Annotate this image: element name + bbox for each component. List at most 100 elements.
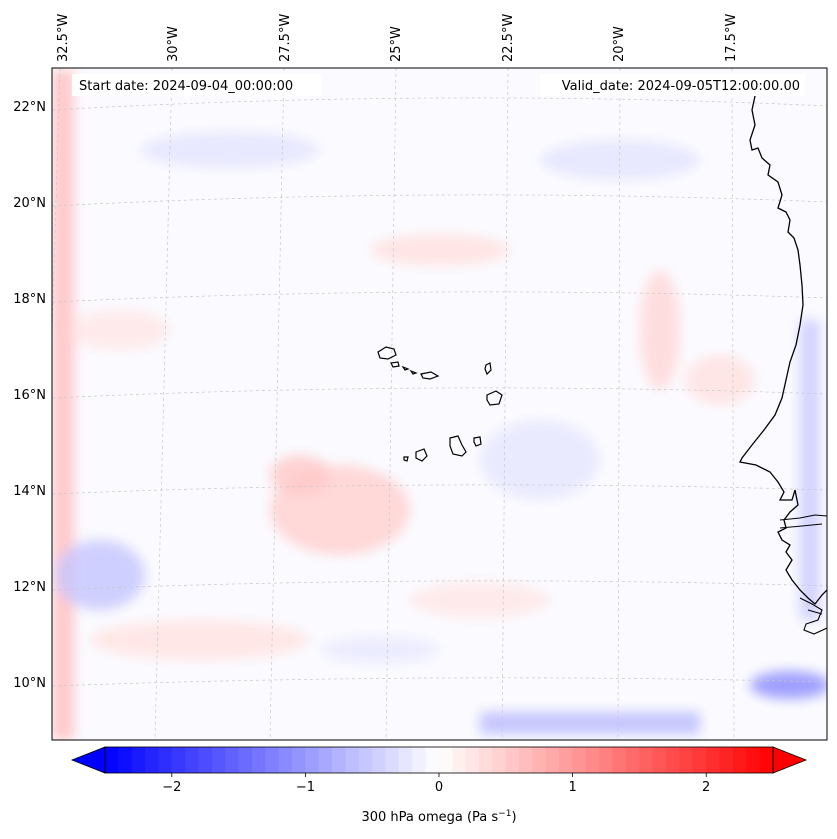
colorbar-cell — [105, 747, 119, 773]
colorbar-cell — [425, 747, 440, 773]
map-panel: Start date: 2024-09-04_00:00:00 Valid_da… — [52, 68, 827, 740]
colorbar-cell — [692, 747, 707, 773]
colorbar-cells — [105, 747, 774, 773]
colorbar-cell — [171, 747, 186, 773]
lon-label: 30°W — [166, 26, 181, 62]
colorbar-cell — [519, 747, 534, 773]
colorbar-cell — [732, 747, 747, 773]
colorbar: −2 −1 0 1 2 300 hPa omega (Pa s−1) — [70, 746, 808, 825]
colorbar-cell — [706, 747, 721, 773]
colorbar-cell — [278, 747, 293, 773]
graticule — [52, 68, 827, 740]
colorbar-cell — [265, 747, 280, 773]
colorbar-cell — [559, 747, 574, 773]
colorbar-cell — [639, 747, 654, 773]
island-sao-nicolau — [420, 371, 440, 380]
island-fogo — [415, 448, 428, 462]
lon-label: 17.5°W — [724, 14, 739, 62]
colorbar-cell — [599, 747, 614, 773]
lat-label: 16°N — [13, 388, 46, 403]
island-maio — [473, 436, 482, 447]
island-santo-antao — [377, 346, 397, 360]
lat-label: 10°N — [13, 676, 46, 691]
lon-label: 25°W — [389, 26, 404, 62]
colorbar-cell — [719, 747, 734, 773]
colorbar-cell — [185, 747, 200, 773]
omega-field — [52, 70, 827, 740]
valid-date-label: Valid_date: 2024-09-05T12:00:00.00 — [562, 79, 800, 94]
island-sal — [484, 362, 492, 376]
colorbar-tick-label: −1 — [296, 780, 315, 795]
island-santiago — [449, 435, 467, 457]
colorbar-cell — [545, 747, 560, 773]
lon-label: 27.5°W — [278, 14, 293, 62]
start-date-box — [72, 74, 322, 96]
colorbar-tick-label: −2 — [162, 780, 181, 795]
lat-label: 20°N — [13, 196, 46, 211]
map-frame — [51, 67, 828, 741]
colorbar-cell — [158, 747, 173, 773]
colorbar-cell — [292, 747, 306, 773]
lon-label: 22.5°W — [501, 14, 516, 62]
colorbar-cell — [452, 747, 467, 773]
colorbar-cell — [358, 747, 373, 773]
colorbar-extend-max — [772, 746, 808, 774]
lon-label: 32.5°W — [56, 14, 71, 62]
colorbar-cell — [211, 747, 226, 773]
island-branco — [409, 369, 418, 375]
colorbar-cell — [198, 747, 213, 773]
island-santa-luzia — [401, 365, 410, 371]
colorbar-cell — [505, 747, 520, 773]
colorbar-extend-min — [70, 746, 106, 774]
colorbar-cell — [118, 747, 133, 773]
island-boa-vista — [486, 390, 503, 406]
lat-label: 14°N — [13, 484, 46, 499]
colorbar-cell — [679, 747, 694, 773]
lat-label: 18°N — [13, 292, 46, 307]
colorbar-cell — [572, 747, 587, 773]
lat-label: 12°N — [13, 580, 46, 595]
colorbar-cell — [305, 747, 320, 773]
colorbar-cell — [465, 747, 480, 773]
colorbar-cell — [746, 747, 761, 773]
colorbar-cell — [759, 747, 774, 773]
cape-verde-islands — [377, 346, 503, 462]
latitude-labels: 22°N 20°N 18°N 16°N 14°N 12°N 10°N — [13, 100, 46, 691]
colorbar-ticks: −2 −1 0 1 2 — [162, 773, 710, 795]
start-date-label: Start date: 2024-09-04_00:00:00 — [79, 79, 293, 94]
colorbar-cell — [585, 747, 600, 773]
colorbar-cell — [412, 747, 427, 773]
colorbar-cell — [131, 747, 146, 773]
colorbar-label: 300 hPa omega (Pa s−1) — [361, 809, 516, 825]
colorbar-cell — [251, 747, 266, 773]
island-sao-vicente — [390, 361, 400, 368]
valid-date-box — [540, 74, 805, 96]
colorbar-cell — [345, 747, 360, 773]
colorbar-cell — [225, 747, 240, 773]
colorbar-tick-label: 0 — [435, 780, 443, 795]
island-brava — [403, 456, 409, 462]
colorbar-cell — [666, 747, 681, 773]
colorbar-tick-label: 2 — [702, 780, 710, 795]
colorbar-cell — [385, 747, 400, 773]
colorbar-cell — [238, 747, 253, 773]
colorbar-cell — [626, 747, 640, 773]
colorbar-cell — [372, 747, 387, 773]
lon-label: 20°W — [612, 26, 627, 62]
colorbar-cell — [652, 747, 667, 773]
colorbar-cell — [612, 747, 627, 773]
colorbar-cell — [318, 747, 333, 773]
colorbar-cell — [479, 747, 494, 773]
colorbar-cell — [492, 747, 507, 773]
lat-label: 22°N — [13, 100, 46, 115]
africa-coastline — [739, 95, 827, 605]
colorbar-tick-label: 1 — [568, 780, 576, 795]
colorbar-cell — [398, 747, 413, 773]
senegal-gambia-coast — [779, 514, 827, 635]
colorbar-cell — [145, 747, 160, 773]
colorbar-cell — [439, 747, 453, 773]
colorbar-cell — [332, 747, 347, 773]
longitude-labels: 32.5°W 30°W 27.5°W 25°W 22.5°W 20°W 17.5… — [56, 14, 739, 62]
colorbar-cell — [532, 747, 547, 773]
